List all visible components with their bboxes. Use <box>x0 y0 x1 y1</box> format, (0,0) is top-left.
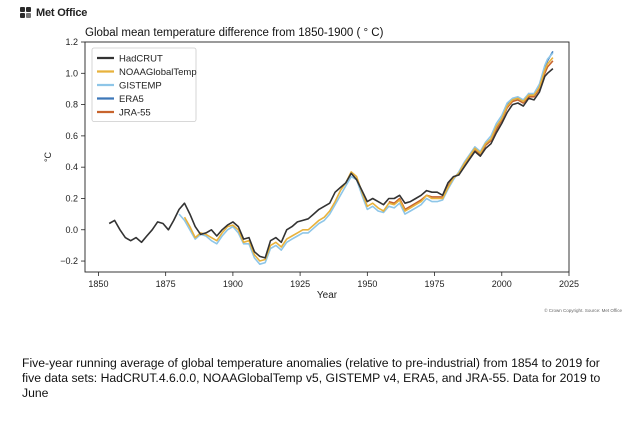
x-tick-label: 1950 <box>357 279 377 289</box>
copyright-note: © Crown Copyright. Source: Met Office <box>544 308 622 313</box>
series-line-jra-55 <box>388 60 554 211</box>
legend-box <box>91 47 197 122</box>
plot-frame <box>84 41 570 273</box>
x-axis-label: Year <box>317 290 338 301</box>
x-tick-label: 1975 <box>425 279 445 289</box>
y-tick-label: 0.2 <box>65 193 78 203</box>
brand: Met Office <box>20 7 87 19</box>
legend-label: GISTEMP <box>119 81 162 92</box>
x-tick-label: 1900 <box>223 279 243 289</box>
chart-title: Global mean temperature difference from … <box>85 27 384 39</box>
y-axis-label: °C <box>43 151 53 162</box>
legend-label: NOAAGlobalTemp <box>119 67 197 78</box>
x-tick-label: 1925 <box>290 279 310 289</box>
y-tick-label: 1.2 <box>65 37 78 47</box>
series-line-gistemp <box>178 52 554 265</box>
y-tick-label: −0.2 <box>60 256 78 266</box>
legend-label: HadCRUT <box>119 54 163 65</box>
x-tick-label: 1875 <box>156 279 176 289</box>
y-tick-label: 0.0 <box>65 225 78 235</box>
x-tick-label: 2000 <box>492 279 512 289</box>
x-tick-label: 2025 <box>559 279 579 289</box>
y-tick-label: 1.0 <box>65 68 78 78</box>
y-tick-label: 0.4 <box>65 162 78 172</box>
series-line-hadcrut <box>108 67 554 259</box>
y-tick-label: 0.8 <box>65 100 78 110</box>
legend-label: ERA5 <box>119 94 144 105</box>
figure-caption: Five-year running average of global temp… <box>22 356 601 400</box>
x-tick-label: 1850 <box>88 279 108 289</box>
legend-label: JRA-55 <box>119 108 151 119</box>
met-office-logo-icon <box>20 7 32 19</box>
y-tick-label: 0.6 <box>65 131 78 141</box>
brand-name: Met Office <box>36 7 88 19</box>
series-line-noaaglobaltemp <box>183 57 554 262</box>
